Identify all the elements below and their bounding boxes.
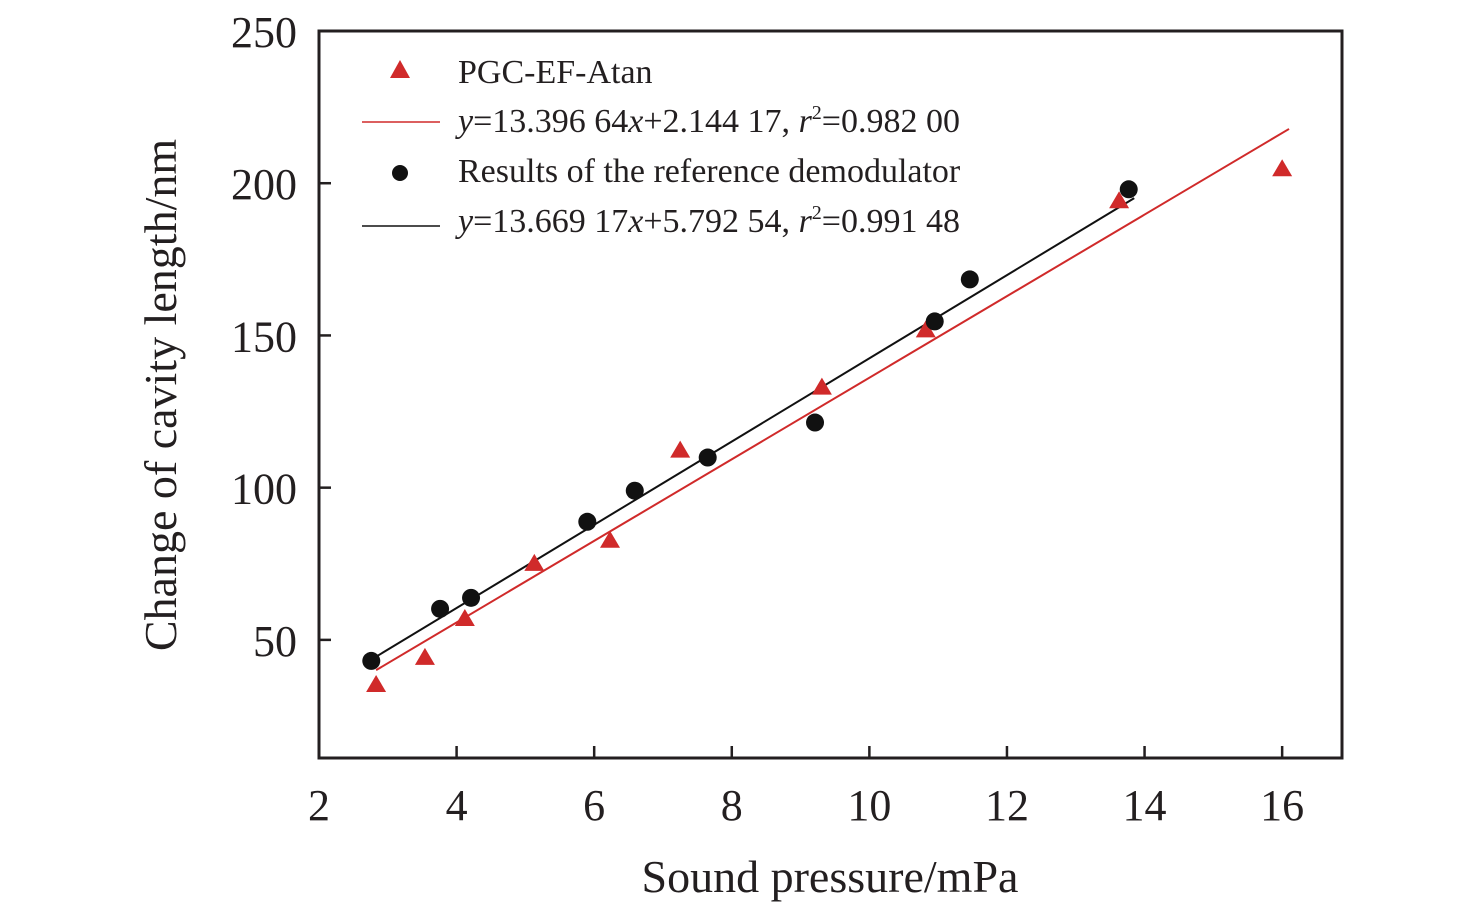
data-point-circle bbox=[925, 312, 944, 331]
x-tick-label: 4 bbox=[446, 781, 468, 830]
data-point-circle bbox=[578, 512, 597, 531]
ticks bbox=[319, 181, 1284, 758]
legend-label-pgc-ef-atan: PGC-EF-Atan bbox=[458, 54, 653, 91]
fit-eq-y: y bbox=[455, 203, 474, 240]
fit-line-reference bbox=[370, 197, 1135, 661]
data-point-triangle bbox=[670, 440, 691, 458]
data-point-circle bbox=[806, 413, 825, 432]
fit-eq-sup: 2 bbox=[812, 202, 822, 224]
fit-eq-slope: =13.669 17 bbox=[473, 203, 628, 240]
x-tick-label: 16 bbox=[1260, 781, 1304, 830]
fit-eq-r: r bbox=[799, 103, 813, 140]
data-point-triangle bbox=[454, 608, 475, 626]
legend: PGC-EF-Atan y=13.396 64x+2.144 17, r2=0.… bbox=[362, 54, 961, 240]
plot-frame bbox=[317, 29, 1344, 760]
data-point-triangle bbox=[1109, 191, 1130, 209]
x-tick-label: 8 bbox=[721, 781, 743, 830]
data-point-triangle bbox=[414, 647, 435, 665]
legend-triangle-marker bbox=[390, 60, 410, 78]
fit-eq-sup: 2 bbox=[812, 102, 822, 124]
data-point-circle bbox=[960, 270, 979, 289]
data-point-triangle bbox=[524, 553, 545, 571]
y-tick-label: 100 bbox=[231, 465, 297, 514]
y-tick-label: 250 bbox=[231, 8, 297, 57]
x-tick-label: 2 bbox=[308, 781, 330, 830]
fit-eq-slope: =13.396 64 bbox=[473, 103, 628, 140]
data-point-triangle bbox=[1272, 159, 1293, 177]
x-tick-label: 10 bbox=[847, 781, 891, 830]
x-tick-label: 14 bbox=[1123, 781, 1167, 830]
data-point-triangle bbox=[366, 675, 387, 693]
markers bbox=[362, 159, 1293, 693]
tick-labels: 2 4 6 8 10 12 14 16 50 100 150 200 250 bbox=[231, 8, 1304, 830]
data-point-circle bbox=[362, 651, 381, 670]
data-point-triangle bbox=[811, 377, 832, 395]
data-point-circle bbox=[462, 588, 481, 607]
fit-eq-r2: =0.991 48 bbox=[822, 203, 960, 240]
data-point-triangle bbox=[915, 320, 936, 338]
fit-line-pgc-ef-atan bbox=[375, 128, 1290, 672]
fit-eq-intercept: +5.792 54, bbox=[643, 203, 798, 240]
data-point-circle bbox=[1119, 180, 1138, 199]
y-tick-label: 150 bbox=[231, 312, 297, 361]
legend-circle-marker bbox=[392, 165, 408, 181]
legend-label-reference: Results of the reference demodulator bbox=[458, 153, 961, 190]
legend-label-black-fit: y=13.669 17x+5.792 54, r2=0.991 48 bbox=[455, 202, 960, 240]
fit-eq-x: x bbox=[627, 103, 643, 140]
fit-lines bbox=[370, 128, 1290, 672]
data-point-triangle bbox=[600, 530, 621, 548]
legend-label-red-fit: y=13.396 64x+2.144 17, r2=0.982 00 bbox=[455, 102, 960, 140]
x-axis-title: Sound pressure/mPa bbox=[642, 851, 1019, 902]
fit-eq-r2: =0.982 00 bbox=[822, 103, 960, 140]
plot-area bbox=[317, 29, 1344, 760]
y-tick-label: 200 bbox=[231, 160, 297, 209]
fit-eq-x: x bbox=[627, 203, 643, 240]
fit-eq-r: r bbox=[799, 203, 813, 240]
y-axis-title: Change of cavity length/nm bbox=[135, 139, 186, 651]
data-point-circle bbox=[625, 481, 644, 500]
fit-eq-intercept: +2.144 17, bbox=[643, 103, 798, 140]
y-tick-label: 50 bbox=[253, 617, 297, 666]
data-point-circle bbox=[698, 448, 717, 467]
x-tick-label: 6 bbox=[583, 781, 605, 830]
x-tick-label: 12 bbox=[985, 781, 1029, 830]
fit-eq-y: y bbox=[455, 103, 474, 140]
data-point-circle bbox=[431, 599, 450, 618]
